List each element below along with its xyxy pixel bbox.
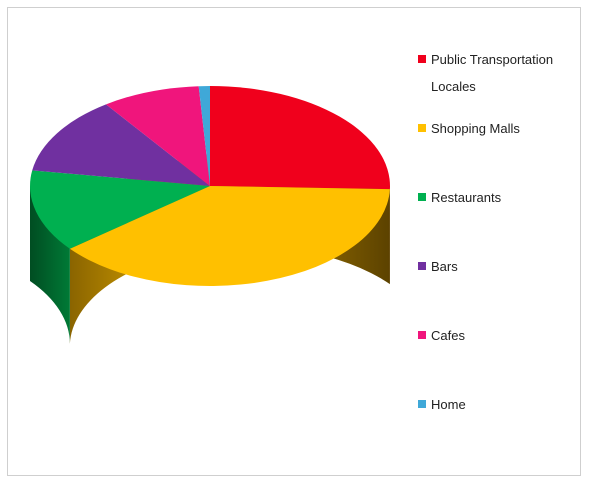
legend-swatch (418, 124, 426, 132)
pie-slice-home (198, 86, 210, 186)
legend-label: Shopping Malls (431, 121, 520, 136)
pie-slices (29, 86, 391, 287)
pie-slice-cafes (106, 86, 210, 186)
pie-slice-bars (32, 104, 211, 186)
legend-swatch (418, 55, 426, 63)
legend-label: Public Transportation (431, 52, 553, 67)
legend-label: Cafes (431, 328, 465, 343)
legend-swatch (418, 331, 426, 339)
legend-label: Bars (431, 259, 458, 274)
pie-slice-restaurants (29, 170, 211, 249)
pie-slice-public-transportation-locales (210, 86, 391, 190)
legend-item-restaurants: Restaurants (418, 190, 502, 205)
legend-item-bars: Bars (418, 259, 458, 274)
legend-item-home: Home (418, 397, 466, 412)
legend-swatch (418, 400, 426, 408)
legend-label: Locales (431, 79, 476, 94)
legend-swatch (418, 193, 426, 201)
legend-swatch (418, 262, 426, 270)
legend-item-cafes: Cafes (418, 328, 465, 343)
legend-item-shopping-malls: Shopping Malls (418, 121, 520, 136)
legend: Public Transportation Locales Shopping Mal… (418, 52, 553, 412)
pie-slice-shopping-malls (69, 186, 390, 287)
legend-item-public-transportation-locales: Public Transportation Locales (418, 52, 553, 94)
legend-label: Restaurants (431, 190, 502, 205)
legend-label: Home (431, 397, 466, 412)
